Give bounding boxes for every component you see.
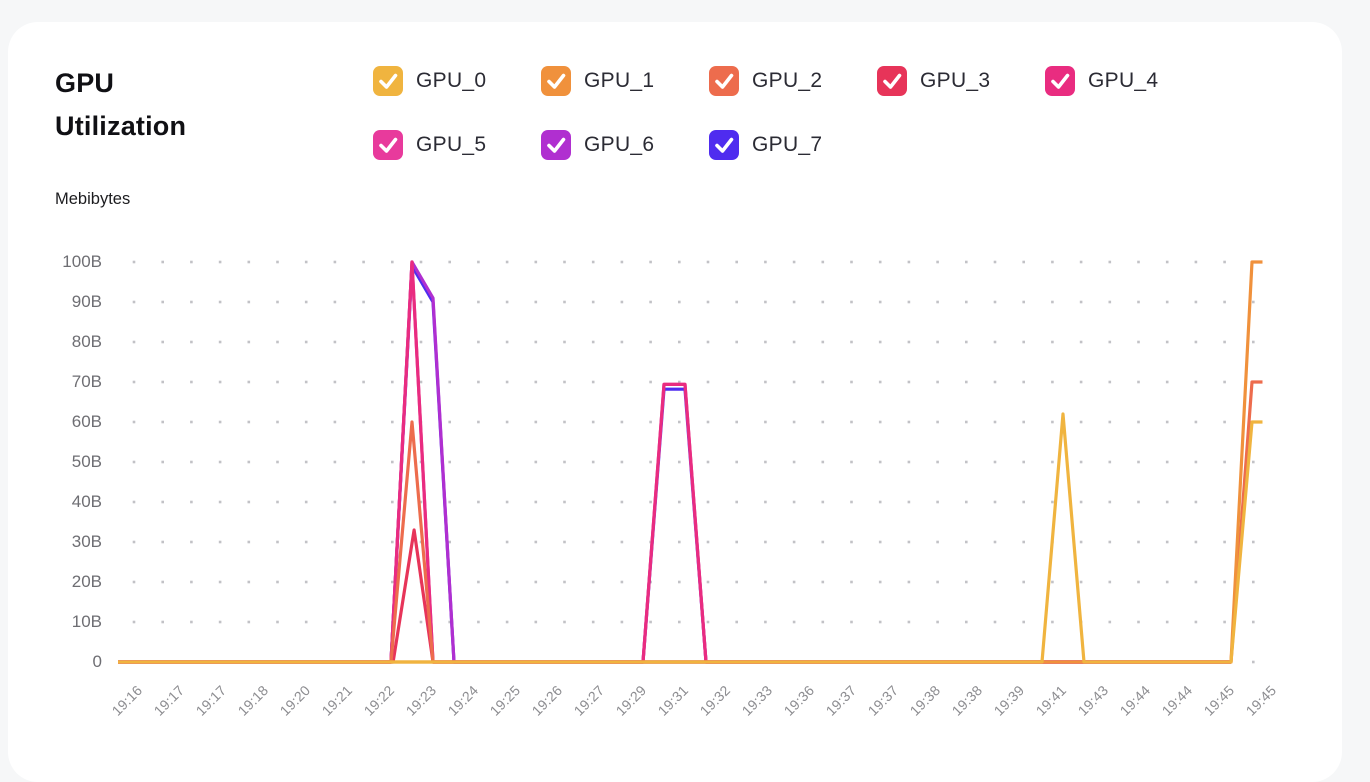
- panel-title: GPU Utilization: [55, 68, 187, 141]
- checkbox-gpu-5[interactable]: [373, 130, 403, 160]
- y-tick-label: 10B: [71, 612, 102, 631]
- legend-label-gpu-4: GPU_4: [1088, 69, 1159, 92]
- y-tick-label: 80B: [71, 332, 102, 351]
- y-axis-unit-label: Mebibytes: [55, 190, 131, 208]
- legend-item-gpu-3[interactable]: GPU_3: [877, 66, 1045, 96]
- legend-label-gpu-6: GPU_6: [584, 133, 655, 156]
- checkbox-gpu-1[interactable]: [541, 66, 571, 96]
- legend-item-gpu-4[interactable]: GPU_4: [1045, 66, 1213, 96]
- check-icon: [715, 73, 734, 89]
- legend-label-gpu-2: GPU_2: [752, 69, 823, 92]
- checkbox-gpu-7[interactable]: [709, 130, 739, 160]
- series-line-gpu-0[interactable]: [118, 412, 1263, 664]
- legend-label-gpu-7: GPU_7: [752, 133, 823, 156]
- check-icon: [379, 137, 398, 153]
- y-tick-label: 20B: [71, 572, 102, 591]
- y-tick-label: 100B: [62, 252, 102, 271]
- checkbox-gpu-3[interactable]: [877, 66, 907, 96]
- legend-label-gpu-1: GPU_1: [584, 69, 655, 92]
- legend-item-gpu-7[interactable]: GPU_7: [709, 130, 877, 160]
- check-icon: [1051, 73, 1070, 89]
- legend-item-gpu-2[interactable]: GPU_2: [709, 66, 877, 96]
- legend-item-gpu-5[interactable]: GPU_5: [373, 130, 541, 160]
- checkbox-gpu-0[interactable]: [373, 66, 403, 96]
- y-tick-label: 40B: [71, 492, 102, 511]
- checkbox-gpu-4[interactable]: [1045, 66, 1075, 96]
- check-icon: [547, 73, 566, 89]
- y-tick-label: 30B: [71, 532, 102, 551]
- legend: GPU_0 GPU_1 GPU_2 GPU_3 GPU_4 GPU_5 GPU_6 GPU_7: [373, 66, 1223, 160]
- legend-item-gpu-0[interactable]: GPU_0: [373, 66, 541, 96]
- y-tick-label: 60B: [71, 412, 102, 431]
- check-icon: [715, 137, 734, 153]
- y-tick-label: 90B: [71, 292, 102, 311]
- legend-label-gpu-5: GPU_5: [416, 133, 487, 156]
- y-tick-label: 50B: [71, 452, 102, 471]
- y-tick-label: 70B: [71, 372, 102, 391]
- legend-label-gpu-3: GPU_3: [920, 69, 991, 92]
- check-icon: [883, 73, 902, 89]
- checkbox-gpu-6[interactable]: [541, 130, 571, 160]
- legend-item-gpu-6[interactable]: GPU_6: [541, 130, 709, 160]
- series-lines: [118, 260, 1263, 664]
- checkbox-gpu-2[interactable]: [709, 66, 739, 96]
- y-tick-label: 0: [92, 652, 102, 671]
- legend-label-gpu-0: GPU_0: [416, 69, 487, 92]
- panel-card: [8, 22, 1342, 782]
- check-icon: [379, 73, 398, 89]
- check-icon: [547, 137, 566, 153]
- legend-item-gpu-1[interactable]: GPU_1: [541, 66, 709, 96]
